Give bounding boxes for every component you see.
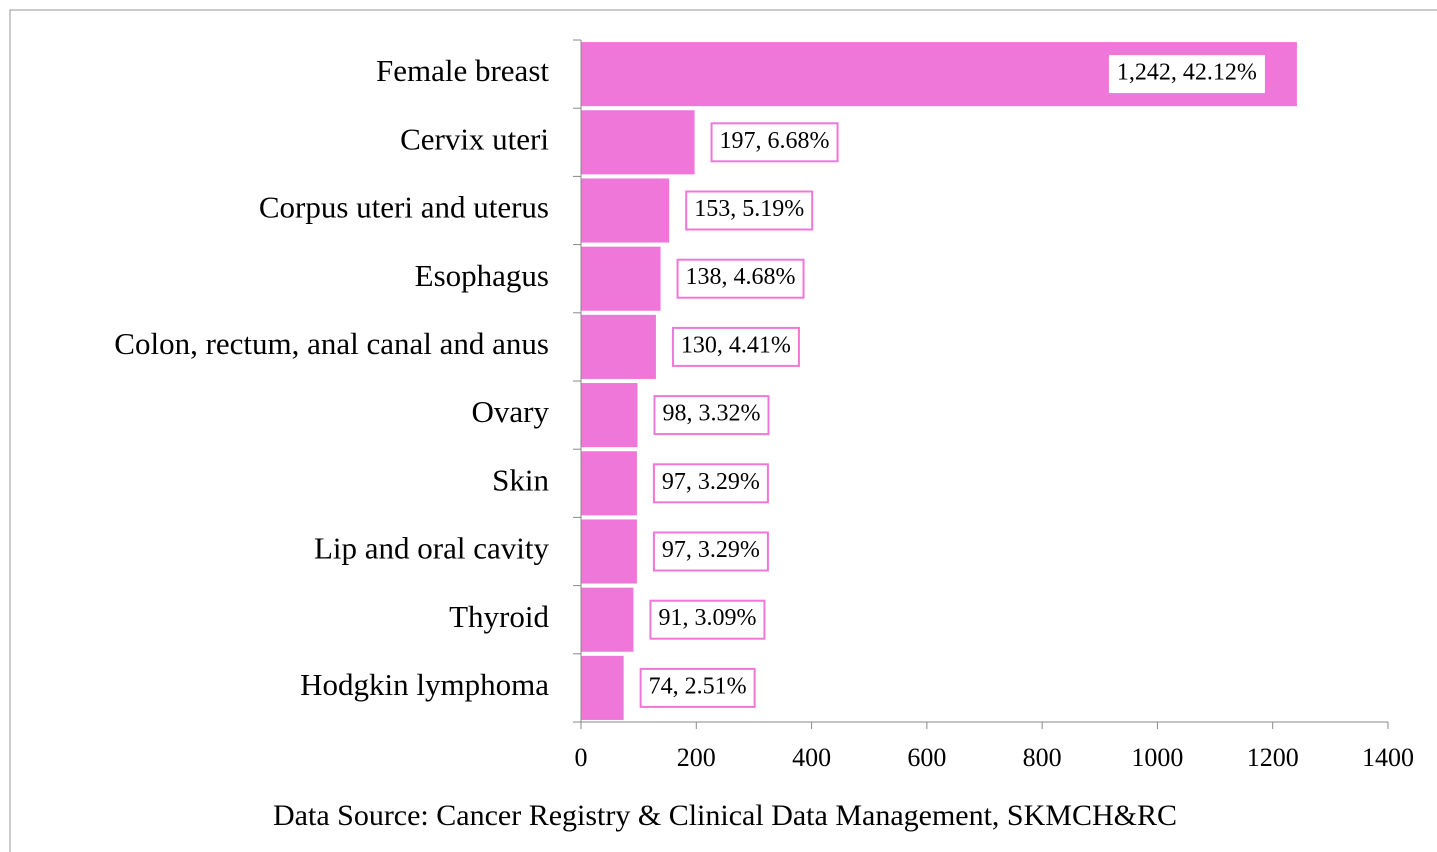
value-label-box	[649, 599, 766, 640]
x-tick-label: 1000	[1131, 743, 1183, 772]
x-tick-label: 800	[1023, 743, 1062, 772]
y-tick-label: Esophagus	[415, 258, 549, 293]
value-label: 91, 3.09%	[658, 605, 756, 631]
value-label: 74, 2.51%	[649, 673, 747, 699]
value-label: 97, 3.29%	[662, 537, 760, 563]
bar	[581, 587, 634, 652]
value-label: 1,242, 42.12%	[1117, 60, 1257, 86]
x-tick-label: 0	[575, 743, 588, 772]
bar	[581, 314, 656, 379]
value-label-box	[639, 667, 756, 708]
bar	[581, 246, 661, 311]
x-tick-label: 1200	[1247, 743, 1299, 772]
y-tick-label: Cervix uteri	[400, 121, 549, 156]
y-tick-label: Corpus uteri and uterus	[259, 190, 549, 225]
value-label-box	[676, 258, 805, 299]
y-tick-label: Lip and oral cavity	[314, 531, 549, 566]
x-tick-label: 400	[792, 743, 831, 772]
value-label-box	[710, 122, 839, 163]
y-tick-label: Ovary	[472, 394, 550, 429]
value-label: 98, 3.32%	[662, 401, 760, 427]
value-label: 97, 3.29%	[662, 469, 760, 495]
bar	[581, 383, 638, 448]
value-label-box	[653, 395, 770, 436]
y-tick-label: Thyroid	[449, 599, 549, 634]
bar	[581, 110, 695, 175]
value-label-box	[671, 326, 800, 367]
bar	[581, 451, 637, 516]
y-tick-label: Colon, rectum, anal canal and anus	[114, 326, 549, 361]
value-label: 138, 4.68%	[686, 264, 796, 290]
x-tick-label: 1400	[1362, 743, 1414, 772]
value-label-box	[652, 531, 769, 572]
frame	[9, 9, 1437, 852]
y-tick-label: Hodgkin lymphoma	[300, 667, 549, 702]
value-label: 197, 6.68%	[720, 128, 830, 154]
value-label-box	[1108, 55, 1265, 94]
x-tick-label: 600	[907, 743, 946, 772]
value-label: 153, 5.19%	[694, 196, 804, 222]
bar	[581, 178, 670, 243]
x-tick-label: 200	[677, 743, 716, 772]
value-label: 130, 4.41%	[681, 332, 791, 358]
y-tick-label: Female breast	[376, 53, 549, 88]
annotation: Data Source: Cancer Registry & Clinical …	[273, 799, 1177, 832]
y-tick-label: Skin	[492, 462, 549, 497]
bar	[581, 519, 637, 584]
value-label-box	[685, 190, 814, 231]
bar	[581, 655, 624, 720]
value-label-box	[652, 463, 769, 504]
